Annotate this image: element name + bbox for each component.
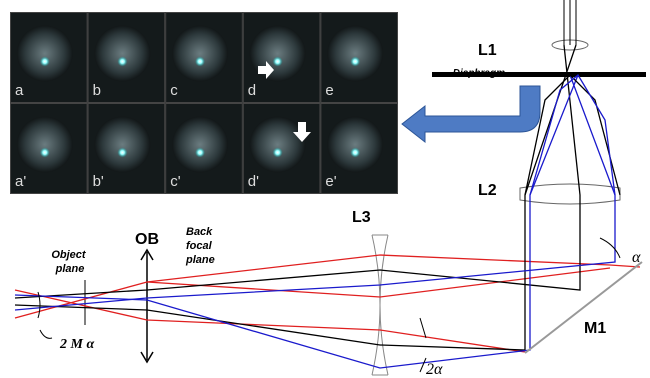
l2-label: L2 [478,182,497,199]
panel-glow [172,26,228,82]
ob-label: OB [135,231,159,248]
panel-glow [94,117,150,173]
text-line: Object [51,249,87,261]
panel-glow [250,117,306,173]
ray-blue [530,75,615,195]
text-line: Back [186,226,213,238]
text-line: plane [55,263,85,275]
mirror-m1 [525,262,642,353]
panel-label: b [93,82,101,99]
panel-label: a' [15,173,26,190]
panel-glow [17,26,73,82]
panel-spot [195,148,205,158]
panel-glow [172,117,228,173]
panel-label: c [170,82,178,99]
panel-spot [350,148,360,158]
panel-group: a b c d e a' b' c' d' e' [11,13,398,194]
panel-label: e' [325,173,336,190]
panel-spot [273,148,283,158]
panel-glow [327,117,383,173]
panel-glow [94,26,150,82]
panel-label: d' [248,173,259,190]
panel-spot [117,57,127,67]
back-focal-label: Back focal plane [185,226,215,266]
panel-spot [273,57,283,67]
panel-spot [40,57,50,67]
l1-label: L1 [478,42,497,59]
panel-label: b' [93,173,104,190]
two-alpha-label: 2α [426,361,443,378]
angle-arc [600,238,620,258]
panel-spot [350,57,360,67]
text-line: plane [185,254,215,266]
angle-arc [38,292,52,338]
panel-label: c' [170,173,181,190]
panel-label: e [325,82,333,99]
input-beam [564,0,576,45]
l3-label: L3 [352,209,371,226]
text-line: focal [186,240,213,252]
figure: a b c d e a' b' c' d' e' Diaphragm L1 L2 L3 OB Ba… [0,0,650,378]
panel-glow [17,117,73,173]
panel-label: d [248,82,256,99]
m1-label: M1 [584,320,606,337]
curved-arrow [402,86,540,142]
diaphragm-label: Diaphragm [453,68,505,79]
alpha-label: α [632,249,641,266]
panel-spot [40,148,50,158]
panel-label: a [15,82,24,99]
object-plane-label: Object plane [51,249,88,275]
two-m-alpha-label: 2 M α [59,337,94,352]
panel-spot [117,148,127,158]
panel-glow [327,26,383,82]
objective-arrow [141,250,153,362]
lens-l2 [520,184,620,204]
panel-spot [195,57,205,67]
